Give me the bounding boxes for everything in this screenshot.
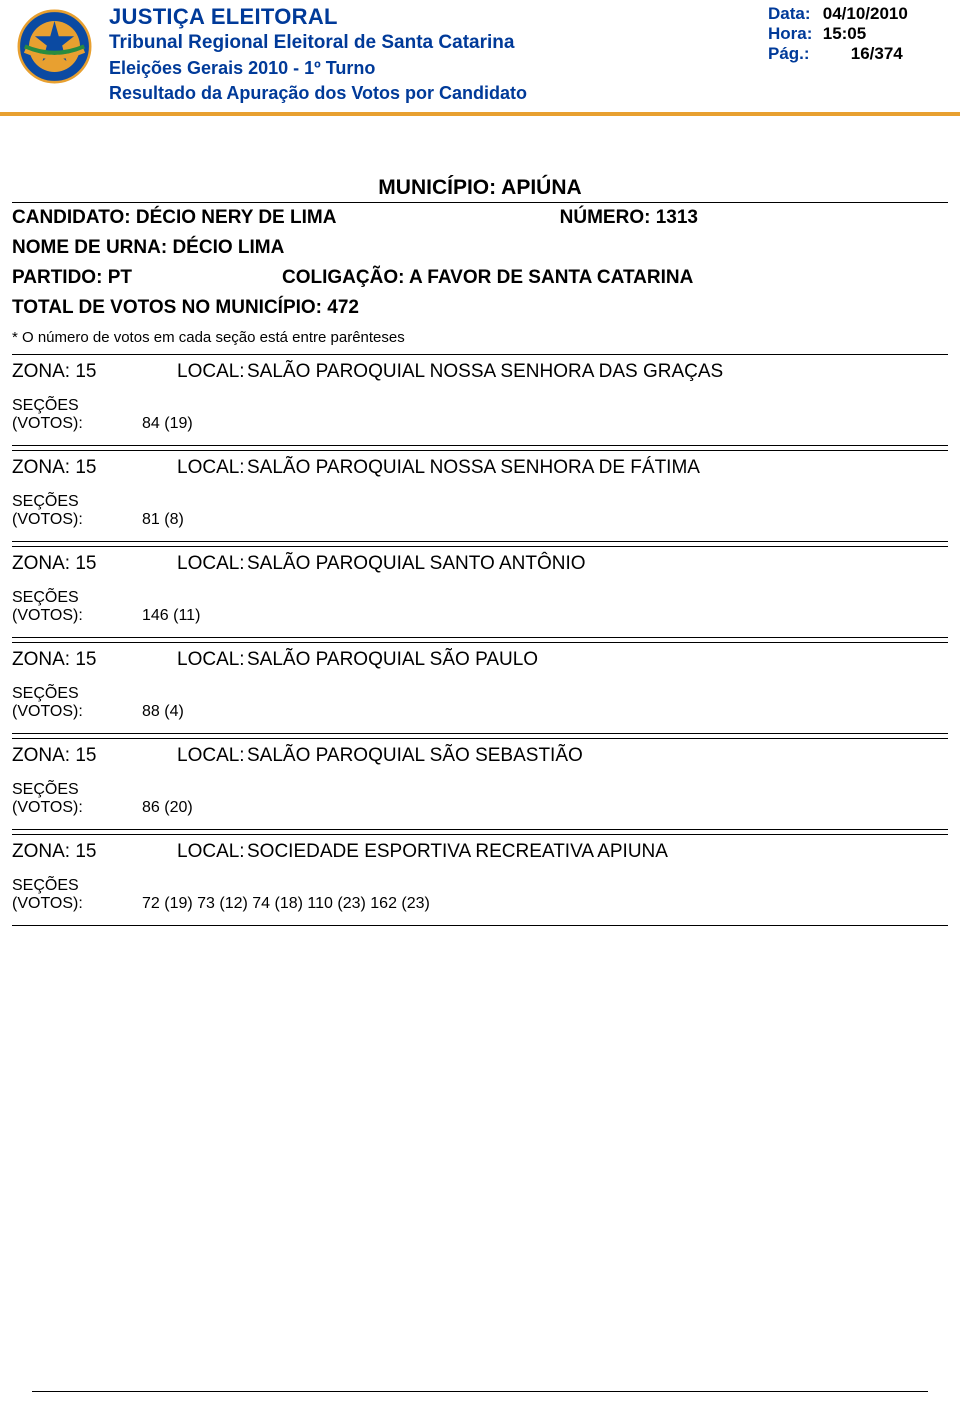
total-row: TOTAL DE VOTOS NO MUNICÍPIO: 472 xyxy=(12,293,948,323)
candidato: CANDIDATO: DÉCIO NERY DE LIMA xyxy=(12,207,336,229)
zona-cell: ZONA: 15 xyxy=(12,457,177,479)
footer-line xyxy=(32,1391,928,1392)
subtitle: Tribunal Regional Eleitoral de Santa Cat… xyxy=(109,32,768,54)
partido: PARTIDO: PT xyxy=(12,267,282,289)
title: JUSTIÇA ELEITORAL xyxy=(109,4,768,30)
page-value: 16/374 xyxy=(851,44,903,63)
coligacao: COLIGAÇÃO: A FAVOR DE SANTA CATARINA xyxy=(282,267,693,289)
zona-cell: ZONA: 15 xyxy=(12,553,177,575)
content: MUNICÍPIO: APIÚNA CANDIDATO: DÉCIO NERY … xyxy=(0,116,960,926)
election-line: Eleições Gerais 2010 - 1º Turno xyxy=(109,58,768,79)
page-label: Pág.: xyxy=(768,44,818,64)
zone-block: ZONA: 15LOCAL:SALÃO PAROQUIAL NOSSA SENH… xyxy=(12,450,948,542)
secoes-label: SEÇÕES (VOTOS): xyxy=(12,781,142,817)
zone-secoes: SEÇÕES (VOTOS):146 (11) xyxy=(12,581,948,638)
time-row: Hora: 15:05 xyxy=(768,24,948,44)
page-row: Pág.: 16/374 xyxy=(768,44,948,64)
zone-header: ZONA: 15LOCAL:SOCIEDADE ESPORTIVA RECREA… xyxy=(12,834,948,869)
zona-cell: ZONA: 15 xyxy=(12,361,177,383)
court-logo xyxy=(12,4,97,89)
urna-row: NOME DE URNA: DÉCIO LIMA xyxy=(12,233,948,263)
header-right: Data: 04/10/2010 Hora: 15:05 Pág.: 16/37… xyxy=(768,4,948,64)
report-header: JUSTIÇA ELEITORAL Tribunal Regional Elei… xyxy=(0,0,960,116)
zone-header: ZONA: 15LOCAL:SALÃO PAROQUIAL NOSSA SENH… xyxy=(12,450,948,485)
candidate-info: CANDIDATO: DÉCIO NERY DE LIMA NÚMERO: 13… xyxy=(12,203,948,350)
municipio-title: MUNICÍPIO: APIÚNA xyxy=(12,176,948,200)
secoes-label: SEÇÕES (VOTOS): xyxy=(12,589,142,625)
date-label: Data: xyxy=(768,4,818,24)
secoes-label: SEÇÕES (VOTOS): xyxy=(12,685,142,721)
zone-header: ZONA: 15LOCAL:SALÃO PAROQUIAL SANTO ANTÔ… xyxy=(12,546,948,581)
zones-container: ZONA: 15LOCAL:SALÃO PAROQUIAL NOSSA SENH… xyxy=(12,354,948,926)
zone-block: ZONA: 15LOCAL:SALÃO PAROQUIAL NOSSA SENH… xyxy=(12,354,948,446)
secoes-value: 72 (19) 73 (12) 74 (18) 110 (23) 162 (23… xyxy=(142,895,430,912)
local-label: LOCAL: xyxy=(177,361,247,383)
secoes-label: SEÇÕES (VOTOS): xyxy=(12,493,142,529)
time-label: Hora: xyxy=(768,24,818,44)
secoes-value: 81 (8) xyxy=(142,511,184,528)
secoes-value: 84 (19) xyxy=(142,415,193,432)
zone-secoes: SEÇÕES (VOTOS):72 (19) 73 (12) 74 (18) 1… xyxy=(12,869,948,926)
zone-secoes: SEÇÕES (VOTOS):84 (19) xyxy=(12,389,948,446)
numero: NÚMERO: 1313 xyxy=(560,207,698,229)
secoes-value: 146 (11) xyxy=(142,607,200,624)
local-label: LOCAL: xyxy=(177,745,247,767)
report-line: Resultado da Apuração dos Votos por Cand… xyxy=(109,83,768,104)
date-value: 04/10/2010 xyxy=(823,4,908,23)
candidato-row: CANDIDATO: DÉCIO NERY DE LIMA NÚMERO: 13… xyxy=(12,203,948,233)
local-label: LOCAL: xyxy=(177,841,247,863)
zone-header: ZONA: 15LOCAL:SALÃO PAROQUIAL SÃO SEBAST… xyxy=(12,738,948,773)
footnote: * O número de votos em cada seção está e… xyxy=(12,323,948,350)
zone-header: ZONA: 15LOCAL:SALÃO PAROQUIAL SÃO PAULO xyxy=(12,642,948,677)
zona-cell: ZONA: 15 xyxy=(12,841,177,863)
local-label: LOCAL: xyxy=(177,457,247,479)
local-label: LOCAL: xyxy=(177,553,247,575)
time-value: 15:05 xyxy=(823,24,866,43)
zona-cell: ZONA: 15 xyxy=(12,649,177,671)
header-left: JUSTIÇA ELEITORAL Tribunal Regional Elei… xyxy=(109,4,768,104)
local-value: SALÃO PAROQUIAL NOSSA SENHORA DAS GRAÇAS xyxy=(247,361,723,383)
date-row: Data: 04/10/2010 xyxy=(768,4,948,24)
secoes-value: 86 (20) xyxy=(142,799,193,816)
secoes-value: 88 (4) xyxy=(142,703,184,720)
zone-secoes: SEÇÕES (VOTOS):86 (20) xyxy=(12,773,948,830)
zone-secoes: SEÇÕES (VOTOS):81 (8) xyxy=(12,485,948,542)
local-value: SALÃO PAROQUIAL SÃO PAULO xyxy=(247,649,538,671)
zone-block: ZONA: 15LOCAL:SALÃO PAROQUIAL SANTO ANTÔ… xyxy=(12,546,948,638)
zone-block: ZONA: 15LOCAL:SOCIEDADE ESPORTIVA RECREA… xyxy=(12,834,948,926)
zone-secoes: SEÇÕES (VOTOS):88 (4) xyxy=(12,677,948,734)
local-value: SOCIEDADE ESPORTIVA RECREATIVA APIUNA xyxy=(247,841,668,863)
secoes-label: SEÇÕES (VOTOS): xyxy=(12,397,142,433)
zona-cell: ZONA: 15 xyxy=(12,745,177,767)
local-value: SALÃO PAROQUIAL NOSSA SENHORA DE FÁTIMA xyxy=(247,457,700,479)
local-value: SALÃO PAROQUIAL SANTO ANTÔNIO xyxy=(247,553,586,575)
local-label: LOCAL: xyxy=(177,649,247,671)
zone-block: ZONA: 15LOCAL:SALÃO PAROQUIAL SÃO SEBAST… xyxy=(12,738,948,830)
zone-block: ZONA: 15LOCAL:SALÃO PAROQUIAL SÃO PAULOS… xyxy=(12,642,948,734)
secoes-label: SEÇÕES (VOTOS): xyxy=(12,877,142,913)
partido-row: PARTIDO: PT COLIGAÇÃO: A FAVOR DE SANTA … xyxy=(12,263,948,293)
local-value: SALÃO PAROQUIAL SÃO SEBASTIÃO xyxy=(247,745,583,767)
zone-header: ZONA: 15LOCAL:SALÃO PAROQUIAL NOSSA SENH… xyxy=(12,354,948,389)
